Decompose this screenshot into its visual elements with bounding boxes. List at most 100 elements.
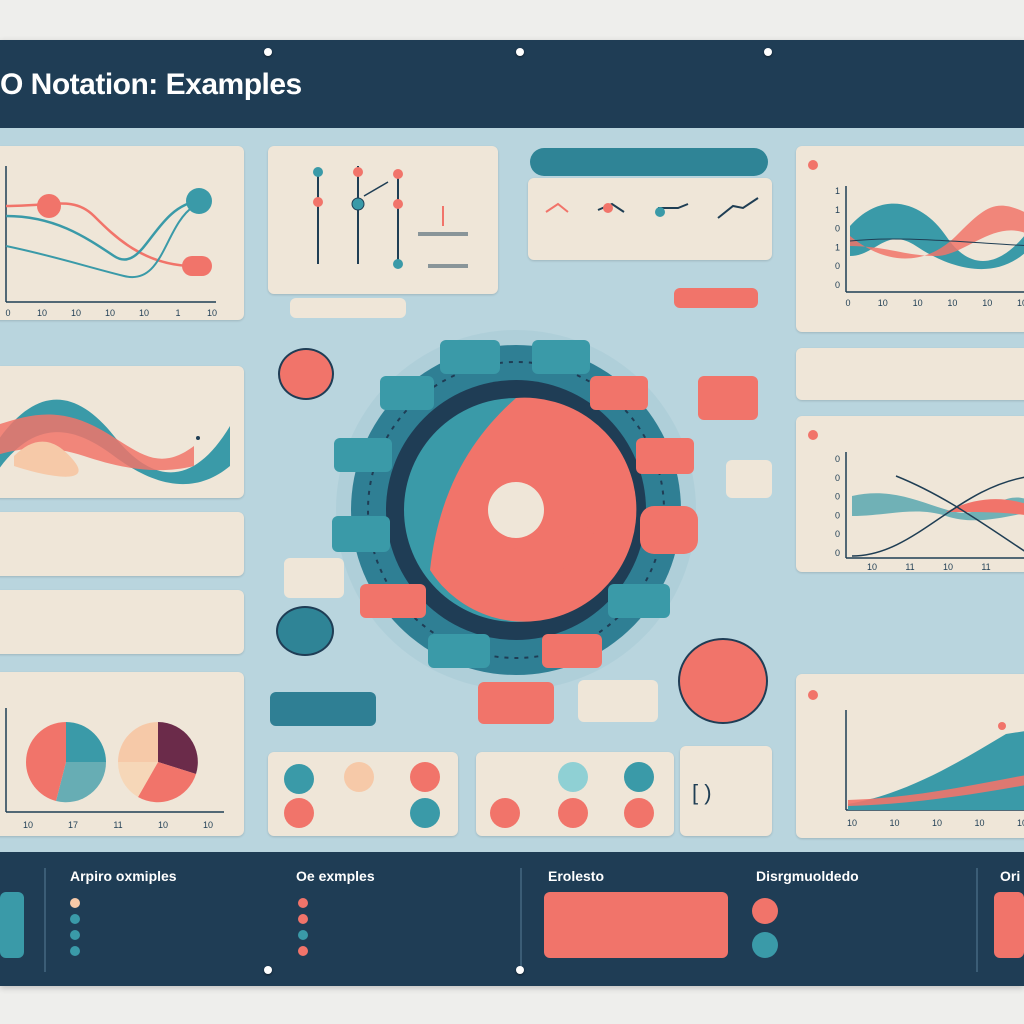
bullet-icon	[808, 430, 818, 440]
footer-section-title: Disrgmuoldedo	[756, 868, 859, 884]
panel-wave-left	[0, 366, 244, 498]
panel-bottom-mid-1	[268, 752, 458, 836]
tick-label: 10	[23, 820, 33, 830]
bracket-symbol: [ )	[692, 780, 712, 805]
header-description	[316, 78, 996, 108]
circle-icon	[558, 798, 588, 828]
footer-section-title: Erolesto	[548, 868, 605, 884]
footer-highlight-box	[994, 892, 1024, 958]
footer-highlight-box	[0, 892, 24, 958]
tick-label: 0	[835, 510, 840, 520]
panel-body-text	[2, 598, 232, 646]
tick-label: 10	[878, 298, 888, 308]
tick-label: 10	[1017, 298, 1024, 308]
tick-label: 17	[68, 820, 78, 830]
tick-label: 10	[974, 818, 984, 828]
tick-label: 10	[203, 820, 213, 830]
tick-label: 10	[1017, 818, 1024, 828]
cycle-node	[332, 516, 390, 552]
line-chart-top-left: 0 10 10 10 10 1 10	[5, 166, 217, 318]
wave-illustration	[0, 399, 230, 485]
footer-highlight-box	[544, 892, 728, 958]
text-panel-left-2	[0, 590, 244, 654]
bullet-icon	[808, 690, 818, 700]
mini-line-diagrams	[545, 197, 759, 219]
pin-icon	[264, 48, 272, 56]
callout-circle-coral-large	[678, 638, 768, 724]
tick-label: 0	[845, 298, 850, 308]
tick-label: 10	[867, 562, 877, 572]
footer-section-title: Arpiro oxmiples	[70, 868, 177, 884]
circle-icon	[752, 932, 778, 958]
cycle-node	[590, 376, 648, 410]
panel-top-center	[528, 178, 772, 260]
tick-label: 10	[889, 818, 899, 828]
tick-label: 10	[932, 818, 942, 828]
panel-bottom-mid-2	[476, 752, 674, 836]
tick-label: 10	[139, 308, 149, 318]
cycle-node	[636, 438, 694, 474]
circle-icon	[284, 798, 314, 828]
tick-label: 10	[913, 298, 923, 308]
callout-label	[270, 692, 376, 726]
callout-label	[698, 376, 758, 420]
pin-icon	[764, 48, 772, 56]
cycle-node	[440, 340, 500, 374]
bullet-icon	[298, 898, 308, 908]
cycle-node	[380, 376, 434, 410]
circle-icon	[624, 762, 654, 792]
bullet-icon	[70, 914, 80, 924]
tick-label: 11	[905, 562, 914, 572]
tick-label: 1	[835, 186, 840, 196]
tick-label: 0	[835, 224, 840, 234]
tick-label: 0	[835, 473, 840, 483]
banner-top-center	[530, 148, 768, 176]
header-bar	[0, 40, 1024, 128]
tick-label: 10	[71, 308, 81, 318]
panel-top-mid	[268, 146, 498, 294]
panel-bracket: [ )	[680, 746, 772, 836]
tick-label: 1	[835, 205, 840, 215]
pin-icon	[516, 966, 524, 974]
pie-charts: 10 17 11 10 10	[5, 708, 224, 830]
tick-label: 0	[835, 492, 840, 502]
divider	[976, 868, 978, 972]
panel-bottom-right-chart: 10 10 10 10 10	[796, 674, 1024, 838]
circle-icon	[410, 798, 440, 828]
cycle-node	[532, 340, 590, 374]
panel-body-text	[812, 356, 1024, 396]
tick-label: 10	[207, 308, 217, 318]
callout-label	[478, 682, 554, 724]
circle-icon	[752, 898, 778, 924]
central-circle-diagram	[336, 330, 696, 690]
right-body-text	[808, 588, 1024, 648]
cycle-node	[428, 634, 490, 668]
bullet-icon	[70, 898, 80, 908]
circle-icon	[624, 798, 654, 828]
panel-top-left-chart: 0 10 10 10 10 1 10	[0, 146, 244, 320]
bullet-icon	[298, 930, 308, 940]
circle-icon	[284, 764, 314, 794]
cycle-node	[360, 584, 426, 618]
footer-bar	[0, 852, 1024, 986]
tick-label: 11	[981, 562, 990, 572]
tick-label: 10	[847, 818, 857, 828]
footer-section-title: Oe exmples	[296, 868, 375, 884]
cycle-node	[640, 506, 698, 554]
panel-body-text	[2, 518, 232, 568]
callout-label	[290, 298, 406, 318]
line-chart-mid-right: 0 0 0 0 0 0 10 11 10 11	[835, 452, 1024, 572]
tick-label: 10	[158, 820, 168, 830]
tick-label: 0	[835, 529, 840, 539]
bullet-icon	[70, 930, 80, 940]
area-chart-bottom-right: 10 10 10 10 10	[845, 710, 1024, 828]
tick-label: 10	[947, 298, 957, 308]
tick-label: 1	[175, 308, 180, 318]
circle-icon	[410, 762, 440, 792]
tick-label: 0	[835, 454, 840, 464]
callout-circle-teal	[276, 606, 334, 656]
tick-label: 0	[835, 548, 840, 558]
text-panel-left-1	[0, 512, 244, 576]
pin-icon	[264, 966, 272, 974]
